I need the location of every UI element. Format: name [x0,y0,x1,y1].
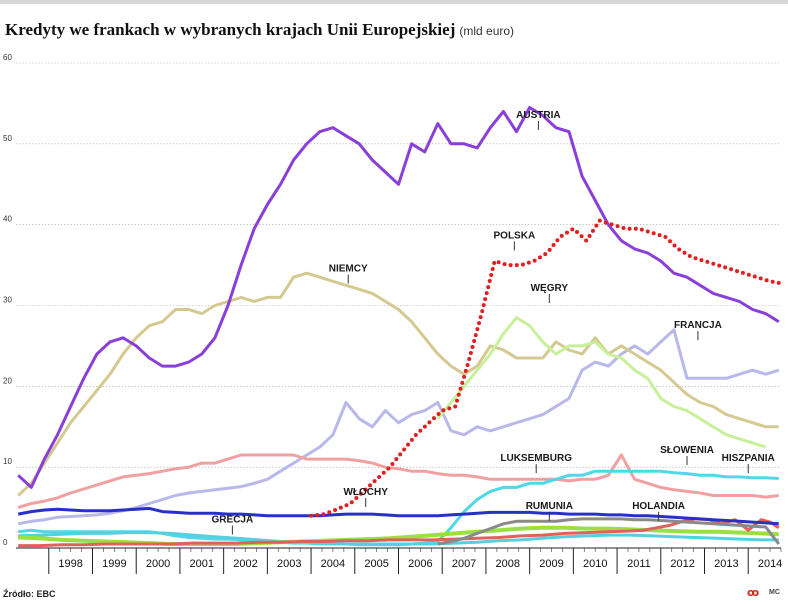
x-tick-label: 2013 [714,558,738,570]
series-line-wegry [436,316,767,449]
top-border [0,0,788,4]
x-tick-label: 2002 [233,558,257,570]
series-line-francja [17,328,780,526]
x-tick-label: 1998 [58,558,82,570]
x-tick-label: 2010 [583,558,607,570]
series-label-wegry: WĘGRY [531,283,569,294]
series-label-rumunia: RUMUNIA [526,501,573,512]
series-line-austria [17,106,780,489]
series-label-luksemburg: LUKSEMBURG [500,453,572,464]
x-tick-label: 2014 [758,558,782,570]
series-line-wlochy [17,506,779,526]
series-label-hiszpania: HISZPANIA [722,453,775,464]
x-tick-label: 2004 [321,558,345,570]
series-label-polska: POLSKA [494,230,536,241]
logo-text: MC [769,589,780,596]
x-tick-label: 2011 [627,558,651,570]
series-line-polska [309,218,781,518]
source-note: Źródło: EBC [3,589,56,599]
x-tick-label: 1999 [102,558,126,570]
x-tick-label: 2001 [190,558,214,570]
series-line-niemcy [17,271,779,497]
y-tick-label: 20 [3,376,12,385]
y-tick-label: 0 [3,538,8,547]
series-label-niemcy: NIEMCY [329,264,368,275]
x-tick-label: 2008 [496,558,520,570]
y-tick-label: 40 [3,215,12,224]
y-tick-label: 60 [3,53,12,62]
x-tick-label: 2005 [364,558,388,570]
logo-mark-icon: ꝏ [747,586,759,599]
x-tick-label: 2007 [452,558,476,570]
series-label-slowenia: SŁOWENIA [660,445,714,456]
chart-plot: 0 10 20 30 40 50 60 1998 1999 2000 2001 2002 2003 200… [3,53,782,574]
x-tick-label: 2003 [277,558,301,570]
series-label-francja: FRANCJA [674,320,722,331]
x-tick-label: 2000 [146,558,170,570]
series-line-luksemburg [17,453,779,510]
series-line-grecja [18,531,779,546]
series-label-holandia: HOLANDIA [632,501,685,512]
series-line-rumunia [437,517,780,546]
y-tick-label: 10 [3,457,12,466]
x-tick-label: 2012 [670,558,694,570]
chart-title-block: Kredyty we frankach w wybranych krajach … [5,20,514,40]
y-tick-label: 30 [3,296,12,305]
chart-title: Kredyty we frankach w wybranych krajach … [5,20,456,39]
x-tick-label: 2006 [408,558,432,570]
series-label-austria: AUSTRIA [516,110,560,121]
chart-unit: (mld euro) [459,24,515,38]
x-tick-label: 2009 [539,558,563,570]
series-label-grecja: GRECJA [212,515,254,526]
series-label-wlochy: WŁOCHY [343,487,388,498]
publisher-logo: ꝏ MC [747,585,787,601]
y-tick-label: 50 [3,134,12,143]
